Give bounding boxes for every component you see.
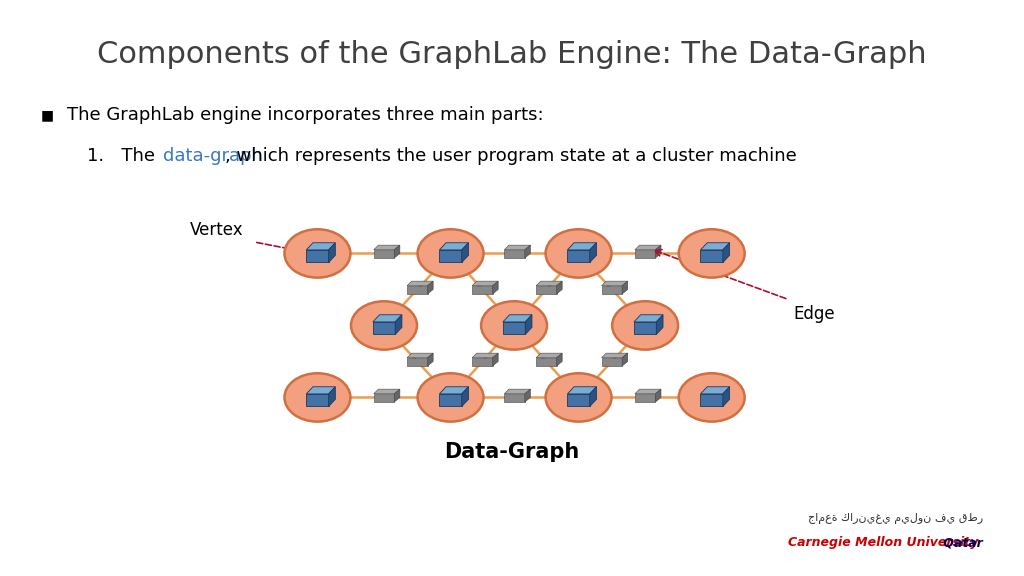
Polygon shape xyxy=(504,394,524,402)
Ellipse shape xyxy=(612,301,678,350)
Polygon shape xyxy=(700,386,729,394)
Text: , which represents the user program state at a cluster machine: , which represents the user program stat… xyxy=(225,146,797,165)
Polygon shape xyxy=(329,386,335,407)
Polygon shape xyxy=(306,394,329,407)
Polygon shape xyxy=(601,358,622,366)
Polygon shape xyxy=(723,386,729,407)
Polygon shape xyxy=(306,386,335,394)
Polygon shape xyxy=(656,314,663,335)
Text: Vertex: Vertex xyxy=(189,221,243,240)
Text: data-graph: data-graph xyxy=(164,146,263,165)
Polygon shape xyxy=(622,281,628,294)
Ellipse shape xyxy=(418,373,483,422)
Polygon shape xyxy=(407,281,433,286)
Polygon shape xyxy=(601,286,622,294)
Text: The GraphLab engine incorporates three main parts:: The GraphLab engine incorporates three m… xyxy=(67,106,543,124)
Polygon shape xyxy=(504,250,524,258)
Polygon shape xyxy=(407,358,428,366)
Polygon shape xyxy=(601,353,628,358)
Polygon shape xyxy=(635,394,655,402)
Polygon shape xyxy=(462,386,468,407)
Polygon shape xyxy=(472,358,493,366)
Polygon shape xyxy=(373,322,395,335)
Polygon shape xyxy=(700,250,723,263)
Polygon shape xyxy=(635,245,660,250)
Polygon shape xyxy=(537,286,557,294)
Ellipse shape xyxy=(679,373,744,422)
Ellipse shape xyxy=(285,229,350,278)
Polygon shape xyxy=(723,242,729,263)
Polygon shape xyxy=(567,394,590,407)
Polygon shape xyxy=(567,386,596,394)
Polygon shape xyxy=(567,250,590,263)
Polygon shape xyxy=(493,353,498,366)
Polygon shape xyxy=(524,245,530,258)
Polygon shape xyxy=(374,389,399,394)
Polygon shape xyxy=(557,281,562,294)
Ellipse shape xyxy=(546,229,611,278)
Polygon shape xyxy=(394,245,399,258)
Text: Components of the GraphLab Engine: The Data-Graph: Components of the GraphLab Engine: The D… xyxy=(97,40,927,69)
Polygon shape xyxy=(306,250,329,263)
Text: Carnegie Mellon University: Carnegie Mellon University xyxy=(788,536,983,549)
Ellipse shape xyxy=(546,373,611,422)
Polygon shape xyxy=(635,250,655,258)
Polygon shape xyxy=(373,314,401,322)
Text: ■: ■ xyxy=(41,108,54,122)
Polygon shape xyxy=(306,242,335,250)
Polygon shape xyxy=(655,389,660,402)
Polygon shape xyxy=(374,250,394,258)
Polygon shape xyxy=(439,386,468,394)
Polygon shape xyxy=(537,358,557,366)
Polygon shape xyxy=(439,394,462,407)
Text: Data-Graph: Data-Graph xyxy=(444,442,580,462)
Polygon shape xyxy=(601,281,628,286)
Text: Qatar: Qatar xyxy=(777,536,983,549)
Polygon shape xyxy=(557,353,562,366)
Ellipse shape xyxy=(351,301,417,350)
Polygon shape xyxy=(537,281,562,286)
Polygon shape xyxy=(439,242,468,250)
Polygon shape xyxy=(655,245,660,258)
Polygon shape xyxy=(439,250,462,263)
Polygon shape xyxy=(503,322,525,335)
Polygon shape xyxy=(537,353,562,358)
Polygon shape xyxy=(590,386,596,407)
Polygon shape xyxy=(329,242,335,263)
Ellipse shape xyxy=(481,301,547,350)
Ellipse shape xyxy=(285,373,350,422)
Polygon shape xyxy=(700,242,729,250)
Polygon shape xyxy=(635,389,660,394)
Polygon shape xyxy=(634,314,663,322)
Polygon shape xyxy=(622,353,628,366)
Polygon shape xyxy=(504,245,530,250)
Polygon shape xyxy=(472,353,498,358)
Polygon shape xyxy=(394,389,399,402)
Polygon shape xyxy=(567,242,596,250)
Ellipse shape xyxy=(418,229,483,278)
Text: Edge: Edge xyxy=(794,305,836,323)
Polygon shape xyxy=(493,281,498,294)
Polygon shape xyxy=(428,353,433,366)
Polygon shape xyxy=(472,286,493,294)
Polygon shape xyxy=(525,314,531,335)
Text: جامعة كارنيغي ميلون في قطر: جامعة كارنيغي ميلون في قطر xyxy=(808,513,983,524)
Polygon shape xyxy=(374,394,394,402)
Polygon shape xyxy=(395,314,401,335)
Polygon shape xyxy=(407,286,428,294)
Polygon shape xyxy=(407,353,433,358)
Text: 1.   The: 1. The xyxy=(87,146,161,165)
Polygon shape xyxy=(700,394,723,407)
Polygon shape xyxy=(503,314,531,322)
Polygon shape xyxy=(462,242,468,263)
Polygon shape xyxy=(634,322,656,335)
Polygon shape xyxy=(428,281,433,294)
Polygon shape xyxy=(524,389,530,402)
Ellipse shape xyxy=(679,229,744,278)
Polygon shape xyxy=(472,281,498,286)
Polygon shape xyxy=(590,242,596,263)
Polygon shape xyxy=(374,245,399,250)
Polygon shape xyxy=(504,389,530,394)
